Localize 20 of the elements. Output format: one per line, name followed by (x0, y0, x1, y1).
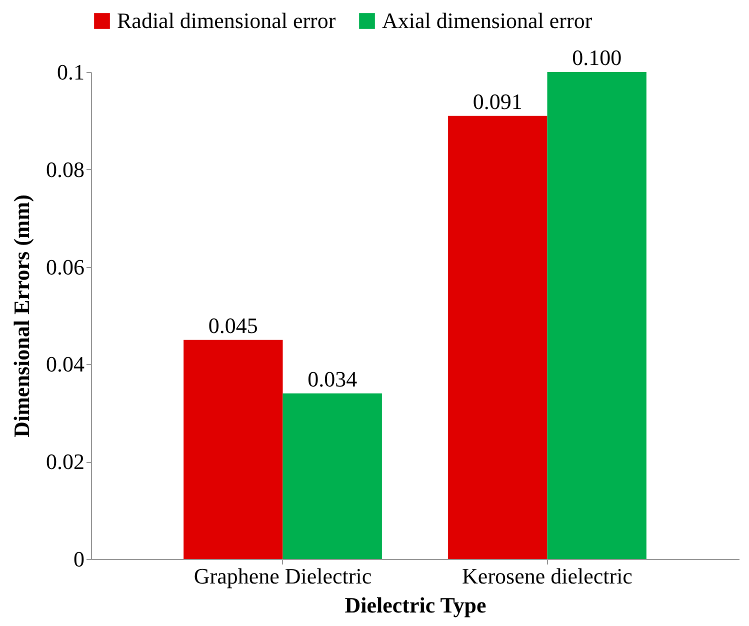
data-label: 0.100 (572, 45, 622, 70)
legend-label: Radial dimensional error (117, 8, 336, 33)
x-tick-label: Graphene Dielectric (194, 564, 372, 588)
data-label: 0.045 (208, 312, 258, 338)
legend-label: Axial dimensional error (382, 8, 593, 33)
bar (184, 340, 283, 559)
data-label: 0.034 (308, 366, 358, 392)
y-tick-label: 0.04 (46, 352, 84, 377)
x-axis-title: Dielectric Type (344, 592, 486, 618)
y-tick-label: 0.08 (46, 156, 84, 182)
y-tick-label: 0.02 (46, 449, 84, 474)
y-tick-label: 0.1 (57, 60, 84, 84)
y-axis-title: Dimensional Errors (mm) (9, 194, 34, 438)
x-tick-label: Kerosene dielectric (462, 564, 633, 588)
y-tick-label: 0.06 (46, 254, 84, 280)
data-label: 0.091 (472, 88, 522, 114)
y-tick-label: 0 (74, 546, 84, 572)
bar (547, 72, 646, 559)
bar (282, 393, 382, 559)
bar (448, 116, 548, 559)
